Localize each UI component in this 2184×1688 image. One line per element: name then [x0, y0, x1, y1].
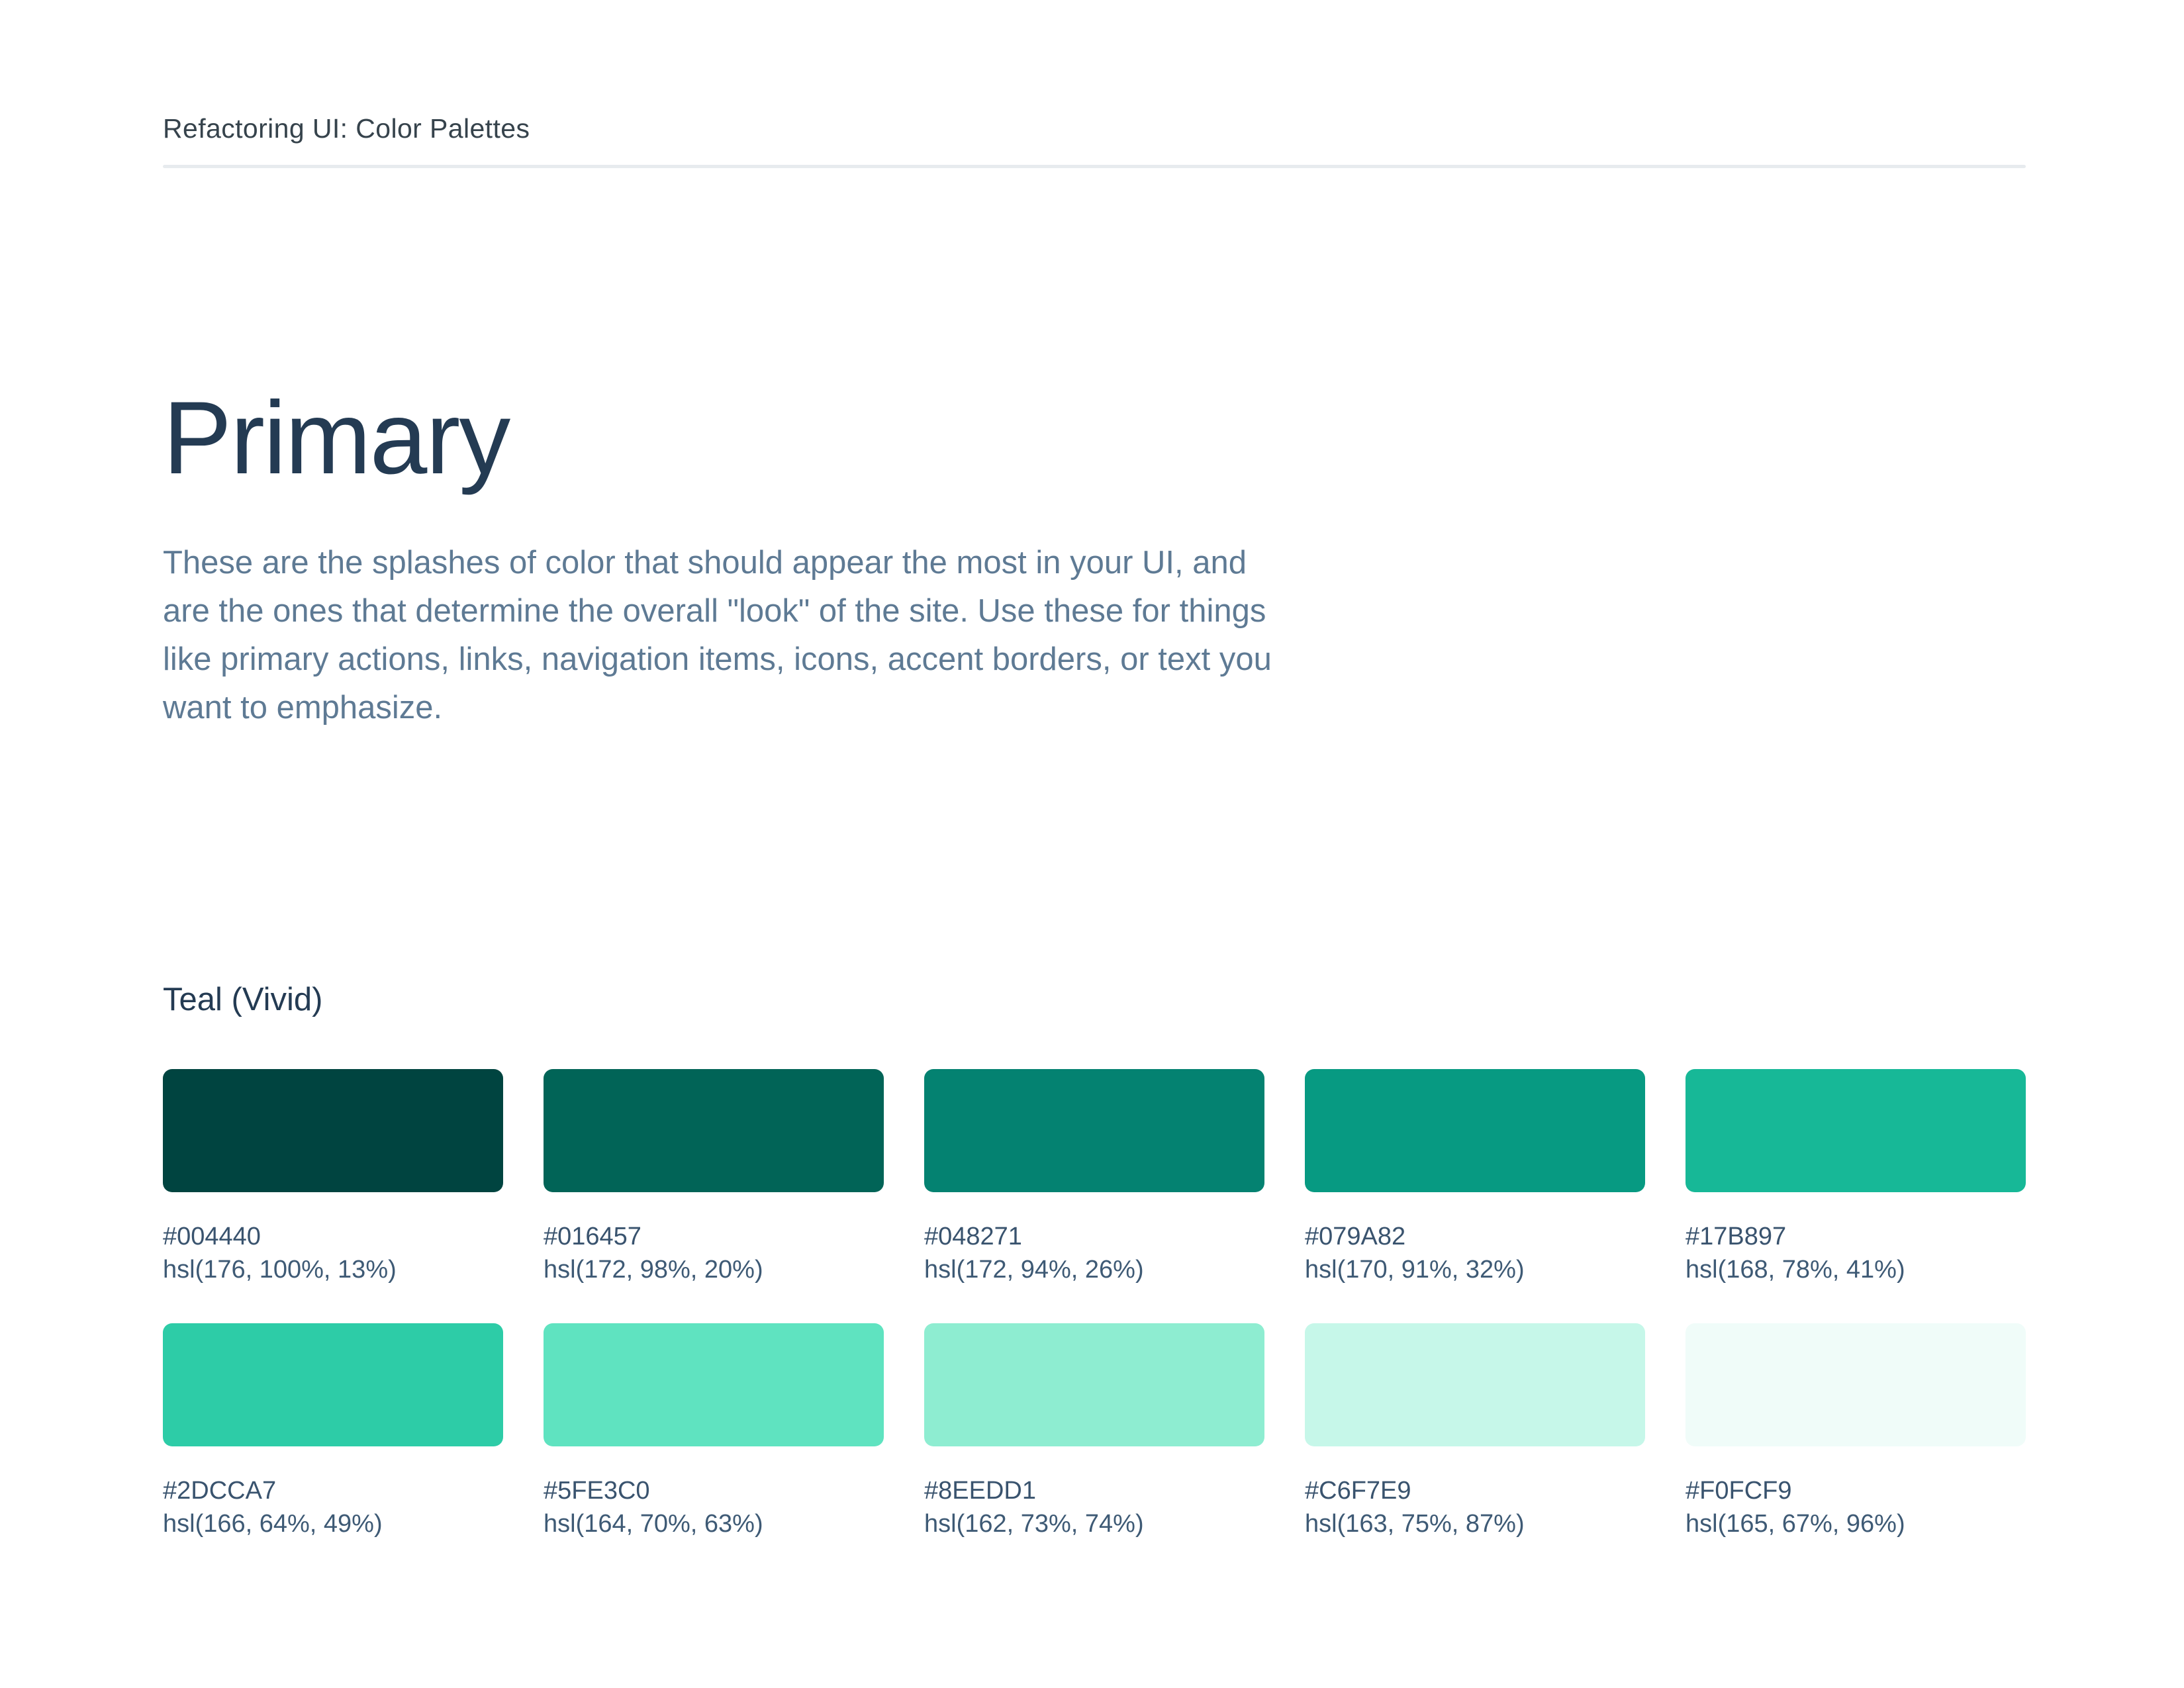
- swatch-hsl-label: hsl(164, 70%, 63%): [544, 1510, 763, 1538]
- swatch-hex-label: #17B897: [1685, 1223, 1787, 1250]
- swatch-hex-label: #079A82: [1305, 1223, 1406, 1250]
- swatch-grid: #004440 hsl(176, 100%, 13%) #016457 hsl(…: [163, 1069, 2026, 1540]
- swatch-color-block: [924, 1323, 1264, 1446]
- swatch-hex-label: #016457: [544, 1223, 641, 1250]
- swatch-hsl-label: hsl(166, 64%, 49%): [163, 1510, 383, 1538]
- swatch-hsl-label: hsl(176, 100%, 13%): [163, 1256, 397, 1284]
- swatch-cell: #F0FCF9 hsl(165, 67%, 96%): [1685, 1323, 2026, 1540]
- swatch-hsl-label: hsl(172, 98%, 20%): [544, 1256, 763, 1284]
- main-content: Primary These are the splashes of color …: [163, 379, 2026, 1540]
- header-divider: [163, 165, 2026, 168]
- page-title: Primary: [163, 381, 510, 496]
- swatch-color-block: [163, 1069, 503, 1192]
- swatch-hex-label: #048271: [924, 1223, 1022, 1250]
- swatch-cell: #079A82 hsl(170, 91%, 32%): [1305, 1069, 1645, 1286]
- swatch-hex-label: #F0FCF9: [1685, 1477, 1792, 1505]
- swatch-cell: #C6F7E9 hsl(163, 75%, 87%): [1305, 1323, 1645, 1540]
- swatch-cell: #2DCCA7 hsl(166, 64%, 49%): [163, 1323, 503, 1540]
- swatch-hex-label: #8EEDD1: [924, 1477, 1036, 1505]
- palette-name: Teal (Vivid): [163, 982, 323, 1017]
- swatch-hsl-label: hsl(170, 91%, 32%): [1305, 1256, 1525, 1284]
- swatch-color-block: [1305, 1069, 1645, 1192]
- swatch-color-block: [1685, 1323, 2026, 1446]
- swatch-color-block: [1305, 1323, 1645, 1446]
- swatch-cell: #8EEDD1 hsl(162, 73%, 74%): [924, 1323, 1264, 1540]
- swatch-color-block: [544, 1069, 884, 1192]
- swatch-hex-label: #C6F7E9: [1305, 1477, 1411, 1505]
- swatch-hex-label: #004440: [163, 1223, 261, 1250]
- document-title: Refactoring UI: Color Palettes: [163, 113, 530, 144]
- swatch-color-block: [924, 1069, 1264, 1192]
- swatch-cell: #016457 hsl(172, 98%, 20%): [544, 1069, 884, 1286]
- swatch-hsl-label: hsl(165, 67%, 96%): [1685, 1510, 1905, 1538]
- swatch-hex-label: #5FE3C0: [544, 1477, 650, 1505]
- swatch-hsl-label: hsl(162, 73%, 74%): [924, 1510, 1144, 1538]
- swatch-cell: #17B897 hsl(168, 78%, 41%): [1685, 1069, 2026, 1286]
- section-description: These are the splashes of color that sho…: [163, 545, 1272, 726]
- swatch-color-block: [1685, 1069, 2026, 1192]
- swatch-cell: #048271 hsl(172, 94%, 26%): [924, 1069, 1264, 1286]
- swatch-cell: #5FE3C0 hsl(164, 70%, 63%): [544, 1323, 884, 1540]
- swatch-hex-label: #2DCCA7: [163, 1477, 277, 1505]
- swatch-color-block: [163, 1323, 503, 1446]
- swatch-color-block: [544, 1323, 884, 1446]
- swatch-hsl-label: hsl(168, 78%, 41%): [1685, 1256, 1905, 1284]
- page-header: Refactoring UI: Color Palettes: [163, 0, 2026, 168]
- swatch-hsl-label: hsl(163, 75%, 87%): [1305, 1510, 1525, 1538]
- swatch-hsl-label: hsl(172, 94%, 26%): [924, 1256, 1144, 1284]
- swatch-cell: #004440 hsl(176, 100%, 13%): [163, 1069, 503, 1286]
